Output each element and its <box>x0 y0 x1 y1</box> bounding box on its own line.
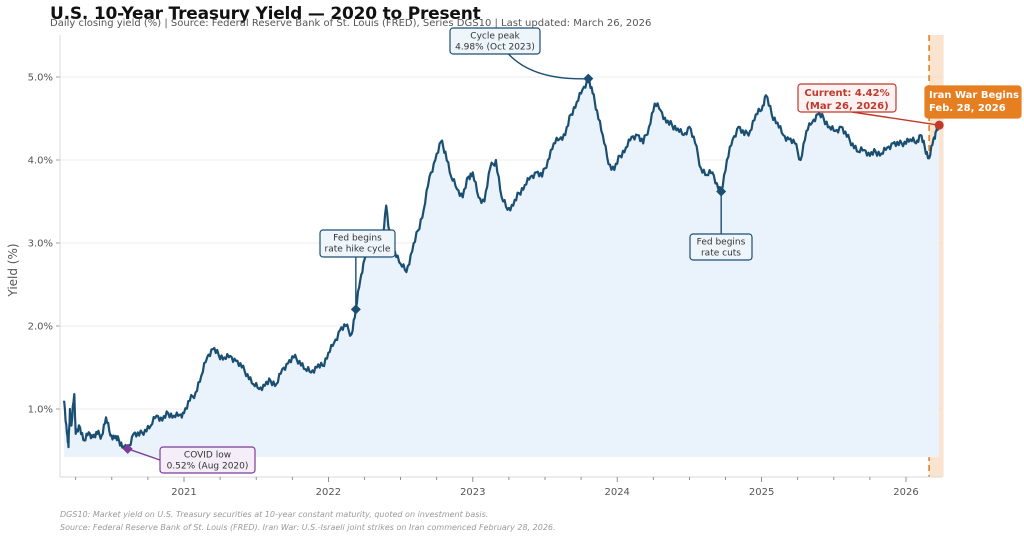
x-tick-label: 2024 <box>604 487 629 498</box>
current-point-marker <box>934 120 944 130</box>
footnote-source: Source: Federal Reserve Bank of St. Loui… <box>60 523 556 532</box>
annotation-text: 4.98% (Oct 2023) <box>455 43 535 53</box>
annotation-text: Fed begins <box>333 234 382 244</box>
series-line-dgs10 <box>63 77 941 451</box>
y-axis-label: Yield (%) <box>6 243 20 297</box>
x-tick-label: 2022 <box>316 487 341 498</box>
x-tick-label: 2021 <box>171 487 196 498</box>
annotation-text: rate hike cycle <box>325 245 391 255</box>
annotation-connector <box>507 53 589 80</box>
annotation-box <box>924 85 1022 119</box>
annotation-text: Fed begins <box>697 238 746 248</box>
y-tick-label: 3.0% <box>28 239 53 250</box>
annotation-current: Current: 4.42% (Mar 26, 2026) <box>797 83 944 130</box>
annotation-text: Feb. 28, 2026 <box>929 103 1006 114</box>
series-area-fill <box>64 78 940 458</box>
chart-subtitle: Daily closing yield (%) | Source: Federa… <box>50 18 652 29</box>
annotation-text: rate cuts <box>701 249 741 259</box>
area-fill <box>64 78 940 458</box>
x-tick-label: 2026 <box>893 487 918 498</box>
diamond-marker-icon <box>122 443 133 454</box>
annotation-box <box>319 229 396 258</box>
y-tick-label: 2.0% <box>28 322 53 333</box>
x-tick-label: 2025 <box>749 487 774 498</box>
footnote-definition: DGS10: Market yield on U.S. Treasury sec… <box>60 510 489 519</box>
y-tick-label: 5.0% <box>28 73 53 84</box>
annotation-text: 0.52% (Aug 2020) <box>167 462 249 472</box>
annotation-iran: Iran War Begins Feb. 28, 2026 <box>924 85 1022 119</box>
annotation-text: Current: 4.42% <box>804 88 889 99</box>
annotation-connector <box>127 448 161 461</box>
x-tick-label: 2023 <box>460 487 485 498</box>
annotation-box <box>797 83 897 113</box>
annotation-text: COVID low <box>184 451 231 461</box>
diamond-marker-icon <box>583 73 594 84</box>
axes: 1.0% 2.0% 3.0% 4.0% 5.0% 2021 2022 2023 2024 2025… <box>28 35 942 498</box>
annotation-box <box>689 233 753 261</box>
series-line <box>63 77 941 451</box>
annotation-box <box>159 446 256 474</box>
chart-title: U.S. 10-Year Treasury Yield — 2020 to Pr… <box>50 4 481 24</box>
y-tick-label: 1.0% <box>28 405 53 416</box>
annotation-text: Cycle peak <box>470 32 520 42</box>
annotation-connector <box>851 111 940 126</box>
annotation-text: Iran War Begins <box>929 90 1019 101</box>
diamond-marker-icon <box>716 186 727 197</box>
annotation-text: (Mar 26, 2026) <box>805 101 888 112</box>
annotation-box <box>449 27 541 55</box>
diamond-marker-icon <box>350 304 361 315</box>
y-tick-label: 4.0% <box>28 156 53 167</box>
